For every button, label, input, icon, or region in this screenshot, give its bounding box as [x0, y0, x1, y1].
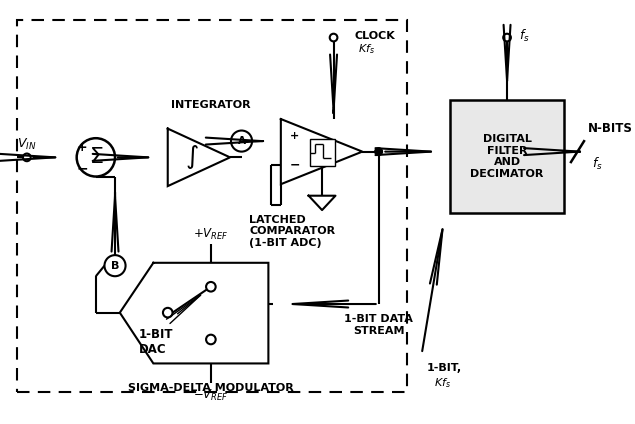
Text: B: B — [111, 261, 119, 271]
Text: +: + — [77, 141, 88, 154]
Text: $V_{IN}$: $V_{IN}$ — [17, 137, 37, 153]
Text: $+V_{REF}$: $+V_{REF}$ — [193, 226, 229, 242]
Text: A: A — [237, 136, 246, 146]
Text: $f_s$: $f_s$ — [519, 28, 530, 44]
Text: $\int$: $\int$ — [185, 143, 199, 171]
Text: 1-BIT,: 1-BIT, — [427, 363, 462, 373]
Polygon shape — [120, 263, 269, 363]
Circle shape — [503, 34, 511, 42]
Text: CLOCK: CLOCK — [355, 31, 396, 41]
Text: $\Sigma$: $\Sigma$ — [88, 148, 103, 167]
Circle shape — [23, 153, 30, 161]
Bar — [17, 20, 408, 392]
Text: 1-BIT DATA
STREAM: 1-BIT DATA STREAM — [344, 314, 413, 336]
Text: −: − — [290, 159, 300, 172]
Text: $f_s$: $f_s$ — [592, 156, 603, 172]
Text: +: + — [290, 131, 298, 141]
Text: $Kf_s$: $Kf_s$ — [434, 376, 451, 390]
Bar — [450, 100, 564, 213]
Text: N-BITS: N-BITS — [587, 122, 632, 135]
Circle shape — [231, 131, 252, 152]
Text: DIGITAL
FILTER
AND
DECIMATOR: DIGITAL FILTER AND DECIMATOR — [471, 134, 544, 179]
Circle shape — [330, 34, 337, 42]
Circle shape — [163, 308, 173, 318]
Circle shape — [375, 148, 382, 156]
Circle shape — [206, 282, 216, 292]
Text: 1-BIT
DAC: 1-BIT DAC — [139, 328, 173, 356]
Text: INTEGRATOR: INTEGRATOR — [171, 100, 251, 110]
Circle shape — [105, 255, 126, 276]
Text: LATCHED
COMPARATOR
(1-BIT ADC): LATCHED COMPARATOR (1-BIT ADC) — [249, 215, 335, 248]
Text: $Kf_s$: $Kf_s$ — [358, 42, 375, 56]
Circle shape — [77, 138, 115, 176]
Bar — [310, 139, 335, 166]
Text: $-V_{REF}$: $-V_{REF}$ — [193, 388, 229, 403]
Text: SIGMA-DELTA MODULATOR: SIGMA-DELTA MODULATOR — [128, 383, 294, 393]
Circle shape — [206, 335, 216, 344]
Text: −: − — [77, 161, 88, 175]
